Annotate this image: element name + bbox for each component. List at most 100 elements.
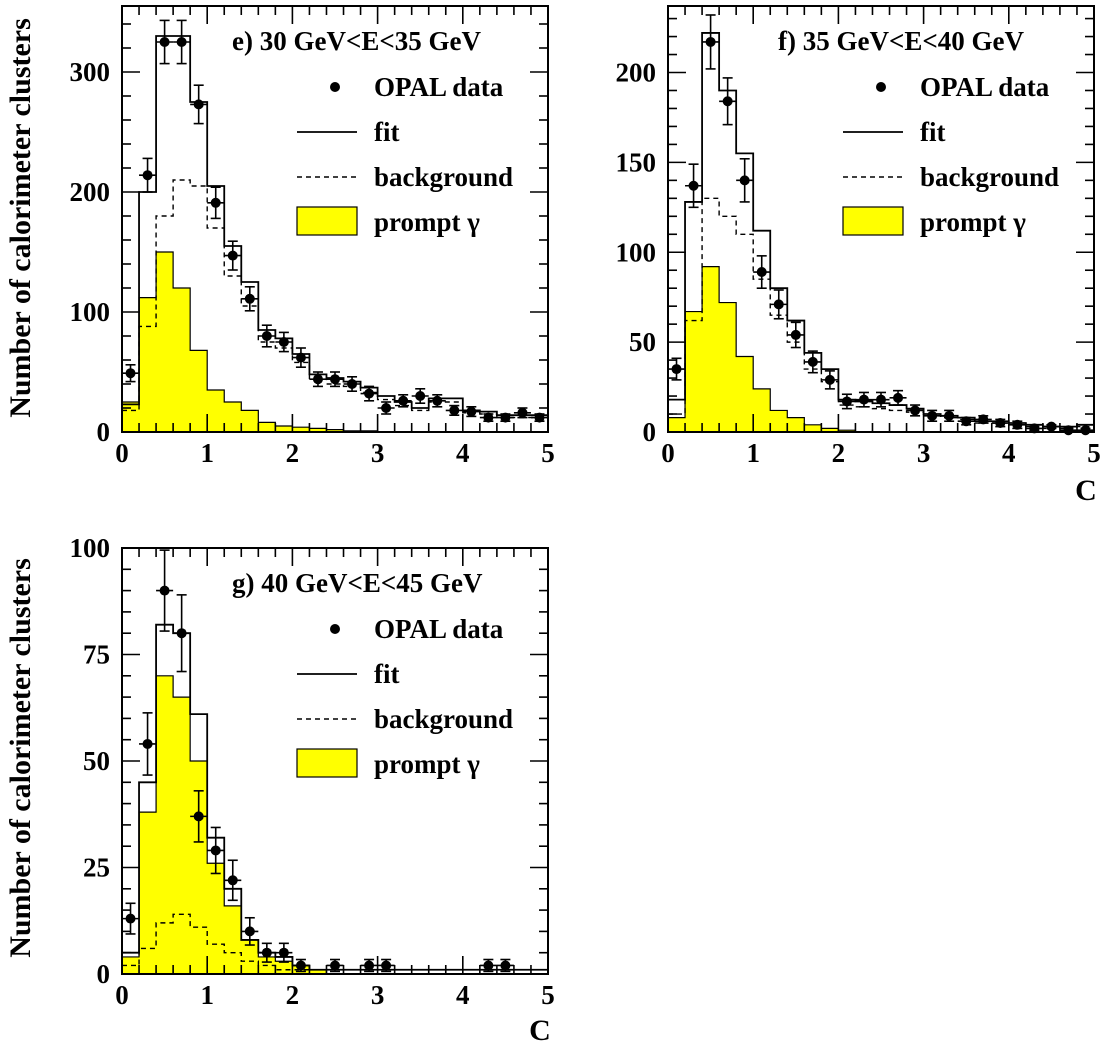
data-marker <box>262 331 272 341</box>
data-point <box>787 322 804 347</box>
data-point <box>173 20 190 63</box>
legend-data-marker <box>330 82 340 92</box>
data-point <box>292 348 309 367</box>
data-marker <box>381 403 391 413</box>
data-point <box>224 860 241 900</box>
data-marker <box>432 396 442 406</box>
data-point <box>429 395 446 407</box>
data-point <box>753 256 770 288</box>
data-marker <box>1063 425 1073 435</box>
legend-data-marker <box>876 82 886 92</box>
data-point <box>258 325 275 347</box>
data-point <box>770 290 787 319</box>
legend-fit-label: fit <box>374 117 399 147</box>
data-point <box>156 550 173 631</box>
data-marker <box>706 37 716 47</box>
y-tick-label: 75 <box>83 640 110 670</box>
data-marker <box>126 914 136 924</box>
data-marker <box>347 379 357 389</box>
y-tick-label: 0 <box>97 417 111 447</box>
data-point <box>446 405 463 415</box>
data-point <box>736 159 753 202</box>
data-point <box>838 394 855 408</box>
y-tick-label: 100 <box>616 237 657 267</box>
data-point <box>821 371 838 389</box>
data-point <box>139 158 156 192</box>
data-marker <box>143 739 153 749</box>
data-marker <box>876 395 886 405</box>
data-marker <box>126 368 136 378</box>
legend-prompt-swatch <box>843 207 903 235</box>
data-point <box>190 85 207 123</box>
data-marker <box>279 337 289 347</box>
data-point <box>941 410 958 421</box>
legend-fit-label: fit <box>374 659 399 689</box>
y-tick-label: 25 <box>83 853 110 883</box>
data-point <box>685 164 702 207</box>
data-marker <box>927 411 937 421</box>
data-marker <box>500 960 510 970</box>
x-axis-title: C <box>529 1014 551 1046</box>
data-marker <box>808 357 818 367</box>
data-marker <box>211 198 221 208</box>
data-point <box>907 405 924 416</box>
data-marker <box>143 170 153 180</box>
data-point <box>275 332 292 351</box>
y-axis-label-bottom: Number of calorimeter clusters <box>4 558 37 958</box>
y-tick-label: 50 <box>629 327 656 357</box>
x-tick-label: 0 <box>661 438 675 468</box>
data-marker <box>364 389 374 399</box>
data-point <box>890 391 907 405</box>
legend-prompt-label: prompt γ <box>374 749 480 779</box>
x-tick-label: 2 <box>286 980 300 1010</box>
data-point <box>275 943 292 962</box>
data-marker <box>330 960 340 970</box>
x-tick-label: 0 <box>115 438 129 468</box>
legend-background-label: background <box>920 162 1059 192</box>
data-marker <box>1012 420 1022 430</box>
prompt-histogram <box>122 252 548 432</box>
legend-data-label: OPAL data <box>374 614 504 644</box>
legend-prompt-label: prompt γ <box>920 207 1026 237</box>
data-marker <box>330 374 340 384</box>
data-marker <box>262 948 272 958</box>
y-tick-label: 200 <box>616 58 657 88</box>
data-marker <box>466 407 476 417</box>
legend-prompt-swatch <box>297 207 357 235</box>
y-axis-label-top: Number of calorimeter clusters <box>4 18 37 418</box>
data-point <box>719 78 736 125</box>
data-marker <box>313 374 323 384</box>
data-marker <box>842 396 852 406</box>
data-marker <box>296 353 306 363</box>
y-tick-label: 150 <box>616 147 657 177</box>
panel-title: e) 30 GeV<E<35 GeV <box>232 26 481 56</box>
data-marker <box>245 294 255 304</box>
y-tick-label: 300 <box>70 57 111 87</box>
y-tick-label: 100 <box>70 533 111 563</box>
x-tick-label: 2 <box>286 438 300 468</box>
data-marker <box>449 405 459 415</box>
data-point <box>668 358 685 380</box>
data-point <box>361 386 378 400</box>
y-tick-label: 200 <box>70 177 111 207</box>
data-marker <box>944 411 954 421</box>
data-point <box>139 713 156 775</box>
data-marker <box>534 413 544 423</box>
data-marker <box>381 960 391 970</box>
x-tick-label: 3 <box>371 980 385 1010</box>
data-marker <box>279 948 289 958</box>
data-point <box>497 413 514 423</box>
data-marker <box>672 364 682 374</box>
data-marker <box>774 299 784 309</box>
data-marker <box>757 267 767 277</box>
y-tick-label: 50 <box>83 746 110 776</box>
data-marker <box>211 845 221 855</box>
data-point <box>207 187 224 218</box>
data-point <box>992 418 1009 428</box>
data-marker <box>517 408 527 418</box>
data-marker <box>194 99 204 109</box>
panel-title: f) 35 GeV<E<40 GeV <box>778 26 1024 56</box>
